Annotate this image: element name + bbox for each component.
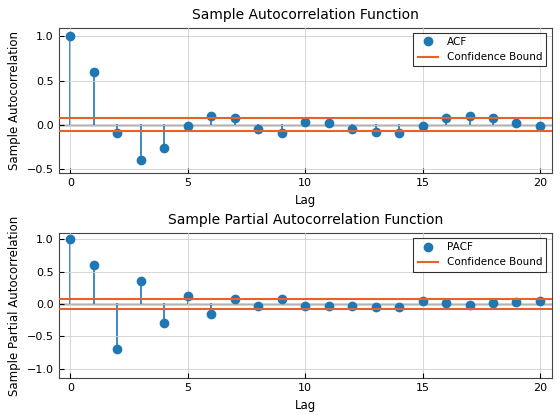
ACF [489, 116, 496, 121]
PACF [161, 321, 168, 326]
Title: Sample Autocorrelation Function: Sample Autocorrelation Function [192, 8, 419, 22]
ACF [372, 129, 379, 134]
PACF [466, 303, 473, 308]
PACF [372, 304, 379, 310]
ACF [536, 124, 543, 129]
PACF [349, 303, 356, 308]
Legend: PACF, Confidence Bound: PACF, Confidence Bound [413, 238, 547, 272]
PACF [67, 237, 74, 242]
ACF [396, 131, 403, 136]
Confidence Bound [67, 116, 74, 121]
ACF [302, 119, 309, 124]
ACF [443, 116, 450, 121]
Y-axis label: Sample Autocorrelation: Sample Autocorrelation [8, 31, 21, 170]
ACF [513, 121, 520, 126]
PACF [443, 300, 450, 305]
X-axis label: Lag: Lag [295, 399, 316, 412]
PACF [138, 279, 144, 284]
ACF [255, 126, 262, 131]
Line: ACF: ACF [66, 32, 544, 164]
PACF [278, 297, 285, 302]
ACF [67, 34, 74, 39]
ACF [184, 124, 191, 129]
PACF [184, 294, 191, 299]
PACF [489, 300, 496, 305]
ACF [138, 158, 144, 163]
ACF [278, 131, 285, 136]
PACF [419, 298, 426, 303]
PACF [231, 297, 238, 302]
Title: Sample Partial Autocorrelation Function: Sample Partial Autocorrelation Function [167, 213, 443, 228]
ACF [114, 131, 121, 136]
ACF [349, 126, 356, 131]
PACF [536, 298, 543, 303]
PACF [255, 303, 262, 308]
ACF [231, 116, 238, 121]
ACF [466, 113, 473, 118]
PACF [208, 311, 214, 316]
PACF [513, 299, 520, 304]
ACF [91, 69, 97, 74]
PACF [114, 346, 121, 352]
Confidence Bound [91, 297, 97, 302]
Legend: ACF, Confidence Bound: ACF, Confidence Bound [413, 33, 547, 66]
Confidence Bound [91, 116, 97, 121]
ACF [325, 121, 332, 126]
ACF [419, 124, 426, 129]
PACF [91, 262, 97, 268]
Line: PACF: PACF [66, 235, 544, 353]
PACF [302, 303, 309, 308]
Confidence Bound [67, 297, 74, 302]
X-axis label: Lag: Lag [295, 194, 316, 207]
ACF [161, 146, 168, 151]
ACF [208, 113, 214, 118]
PACF [325, 303, 332, 308]
PACF [396, 304, 403, 310]
Y-axis label: Sample Partial Autocorrelation: Sample Partial Autocorrelation [8, 215, 21, 396]
